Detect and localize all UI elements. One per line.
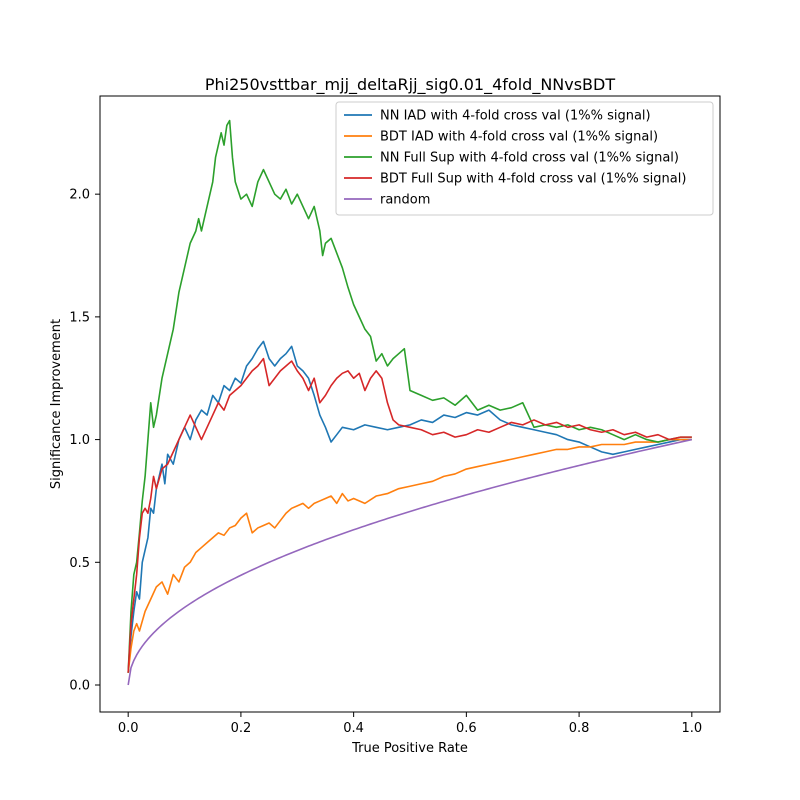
plot-frame	[99, 95, 721, 713]
y-tick-label: 1.0	[69, 433, 90, 448]
x-tick-label: 0.6	[456, 721, 477, 736]
legend-entry: NN Full Sup with 4-fold cross val (1%% s…	[380, 151, 679, 166]
series-line-0	[127, 340, 692, 673]
x-tick-label: 0.0	[118, 721, 139, 736]
series-line-1	[127, 438, 692, 673]
legend-entry: NN IAD with 4-fold cross val (1%% signal…	[380, 109, 651, 124]
series-line-4	[127, 438, 692, 686]
legend-entry: random	[380, 193, 430, 208]
y-tick-label: 1.5	[69, 310, 90, 325]
series-line-2	[127, 119, 692, 673]
x-tick-label: 0.2	[231, 721, 252, 736]
series-line-3	[127, 357, 692, 673]
legend: NN IAD with 4-fold cross val (1%% signal…	[335, 101, 714, 216]
axis-ticks: 0.0 0.2 0.4 0.6 0.8 1.0 0.0 0.5 1.0 1.5 2.0	[69, 188, 702, 736]
y-tick-label: 0.0	[69, 679, 90, 694]
y-tick-label: 2.0	[69, 188, 90, 203]
x-tick-label: 0.8	[569, 721, 590, 736]
x-tick-label: 1.0	[681, 721, 702, 736]
x-tick-label: 0.4	[343, 721, 364, 736]
y-axis-label: Significance Improvement	[49, 319, 64, 489]
chart-title: Phi250vsttbar_mjj_deltaRjj_sig0.01_4fold…	[205, 75, 615, 95]
x-axis-label: True Positive Rate	[351, 741, 468, 756]
legend-box	[335, 101, 714, 216]
legend-entry: BDT Full Sup with 4-fold cross val (1%% …	[380, 172, 686, 187]
y-tick-label: 0.5	[69, 556, 90, 571]
legend-entry: BDT IAD with 4-fold cross val (1%% signa…	[380, 130, 658, 145]
